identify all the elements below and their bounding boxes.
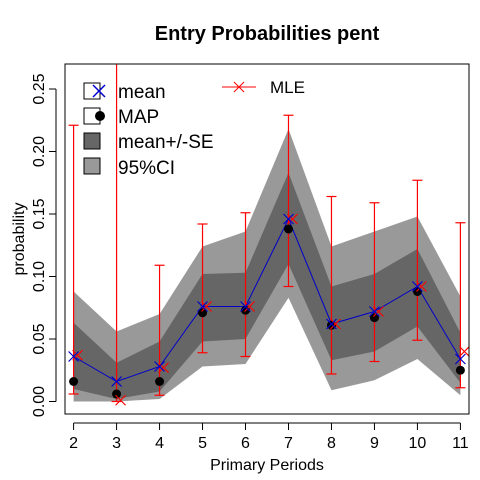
mean-point-stroke [412,281,423,292]
legend-dot-icon [95,111,105,121]
x-tick-label: 8 [327,435,336,452]
x-tick-label: 11 [452,435,469,452]
legend-label-map: MAP [118,107,159,128]
mle-point [373,306,384,317]
mean-point-stroke [283,213,294,225]
legend-item-se: mean+/-SE [83,132,214,153]
legend: mean MAP mean+/-SE 95%CI MLE [83,78,305,179]
mle-point-stroke [287,213,298,225]
legend-swatch-ci [83,157,101,175]
mean-point-stroke [326,318,337,330]
y-tick-label: 0.10 [31,261,48,292]
mle-point-stroke [115,394,126,406]
mle-point [287,213,298,225]
series-layer [73,217,461,383]
mle-point-stroke [416,281,427,292]
mle-point-stroke [244,301,255,312]
mle-point [201,301,212,312]
legend-swatch-mean [83,82,101,100]
mean-point [369,306,380,317]
map-point [455,365,465,375]
y-tick-label: 0.25 [31,73,48,104]
points-layer [68,213,470,406]
legend-item-mle: MLE [222,78,305,97]
mle-point [330,318,341,330]
map-point [198,308,208,318]
mle-point-stroke [373,306,384,317]
legend-label-se: mean+/-SE [118,132,214,153]
map-point [283,224,293,234]
x-tick-label: 4 [155,435,164,452]
x-tick-label: 7 [284,435,293,452]
mle-point [72,349,84,361]
x-tick-label: 3 [112,435,121,452]
mle-point [416,281,427,292]
mean-point-stroke [240,301,251,312]
mle-point-stroke [458,346,470,357]
legend-swatch-se [83,132,101,150]
x-tick-label: 6 [241,435,250,452]
mean-point [240,301,251,312]
bands-layer [73,129,461,402]
mean-point-stroke [68,351,80,362]
map-point [69,377,79,386]
mean-point-stroke [197,301,208,312]
mean-point-stroke [369,306,380,317]
mean-point [68,351,80,362]
mle-point [158,362,169,374]
errorbars-layer [68,64,466,403]
legend-x-icon [92,84,106,98]
mle-point-stroke [201,301,212,312]
mean-point-stroke [454,353,466,365]
map-point [112,389,122,399]
x-axis: 2 3 4 5 6 7 8 9 10 11 [69,422,469,452]
y-tick-label: 0.20 [31,136,48,167]
y-tick-label: 0.05 [31,323,48,354]
mean-point [412,281,423,292]
map-point [412,287,422,296]
map-point [369,313,379,323]
mean-line [73,217,461,383]
x-tick-label: 5 [198,435,207,452]
plot-frame [64,63,470,415]
x-axis-label: Primary Periods [210,457,324,474]
mle-point-stroke [72,349,84,361]
legend-item-mean: mean [83,82,166,103]
legend-label-mean: mean [118,82,166,103]
legend-x-icon [233,81,245,93]
chart-title: Entry Probabilities pent [155,23,380,45]
legend-item-map: MAP [83,107,159,128]
y-tick-label: 0.15 [31,198,48,229]
mean-point [283,213,294,225]
mle-point [458,346,470,357]
y-axis: 0.00 0.05 0.10 0.15 0.20 0.25 [31,73,57,417]
mle-point-stroke [158,362,169,374]
mean-point-stroke [154,361,165,372]
mle-point-stroke [330,318,341,330]
x-tick-label: 10 [409,435,427,452]
mean-point-stroke [111,376,122,387]
map-point [155,377,165,386]
legend-label-ci: 95%CI [118,158,175,179]
mle-point [244,301,255,312]
mean-point [454,353,466,365]
y-axis-label: probability [11,203,28,276]
mean-point [326,318,337,330]
mean-point [197,301,208,312]
se-band [73,172,461,399]
y-tick-label: 0.00 [31,386,48,417]
x-tick-label: 9 [370,435,379,452]
mean-point [111,376,122,387]
legend-label-mle: MLE [270,78,305,97]
legend-item-ci: 95%CI [83,157,175,179]
mle-point [115,394,126,406]
x-tick-label: 2 [69,435,78,452]
mean-point [154,361,165,372]
